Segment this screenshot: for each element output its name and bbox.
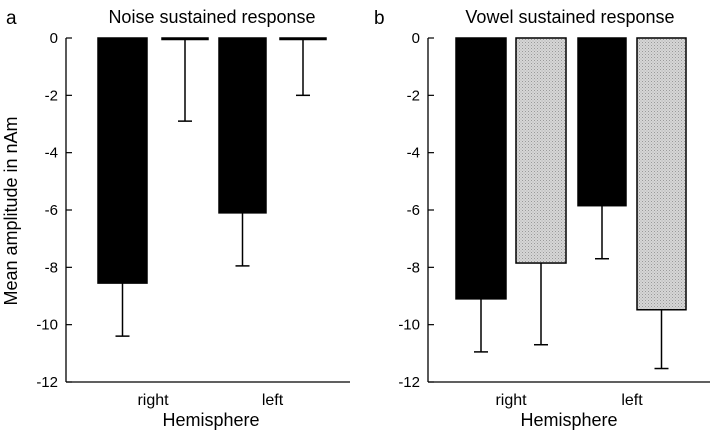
y-ticks: 0 -2 -4 -6 -8 -10 -12 <box>398 30 434 391</box>
y-ticks: 0 -2 -4 -6 -8 -10 -12 <box>36 30 72 391</box>
category-labels: right left <box>137 392 283 409</box>
y-tick-label: -8 <box>45 259 58 276</box>
y-tick-label: -6 <box>407 202 420 219</box>
y-tick-label: 0 <box>50 30 58 47</box>
bar-right-series-1 <box>97 37 148 284</box>
y-axis-label: Mean amplitude in nAm <box>1 116 21 305</box>
x-axis-label: Hemisphere <box>162 410 259 430</box>
bar-left-series-1 <box>577 37 627 207</box>
panel-letter: a <box>6 8 17 29</box>
category-label-left: left <box>621 392 643 409</box>
bars <box>455 37 687 370</box>
panel-letter: b <box>374 8 385 29</box>
bar-right-series-1 <box>455 37 507 300</box>
y-tick-label: -10 <box>398 317 420 334</box>
bars <box>97 37 327 337</box>
bar-right-series-2 <box>161 37 209 41</box>
category-label-right: right <box>137 392 169 409</box>
y-tick-label: -2 <box>407 87 420 104</box>
x-axis-label: Hemisphere <box>520 410 617 430</box>
bar-left-series-1 <box>218 37 267 214</box>
y-tick-label: -6 <box>45 202 58 219</box>
panel-b-vowel: b Vowel sustained response Hemisphere 0 -… <box>374 7 710 430</box>
bar-right-series-2 <box>515 37 567 264</box>
panel-a-noise: a Noise sustained response Mean amplitud… <box>1 7 350 430</box>
y-tick-label: -4 <box>407 145 420 162</box>
chart-title: Noise sustained response <box>108 7 315 27</box>
y-tick-label: -2 <box>45 87 58 104</box>
y-tick-label: 0 <box>412 30 420 47</box>
category-labels: right left <box>495 392 643 409</box>
y-tick-label: -12 <box>398 374 420 391</box>
y-tick-label: -8 <box>407 259 420 276</box>
y-tick-label: -10 <box>36 317 58 334</box>
category-label-left: left <box>262 392 284 409</box>
bar-left-series-2 <box>636 37 687 311</box>
category-label-right: right <box>495 392 527 409</box>
y-tick-label: -12 <box>36 374 58 391</box>
y-tick-label: -4 <box>45 145 58 162</box>
chart-title: Vowel sustained response <box>465 7 674 27</box>
